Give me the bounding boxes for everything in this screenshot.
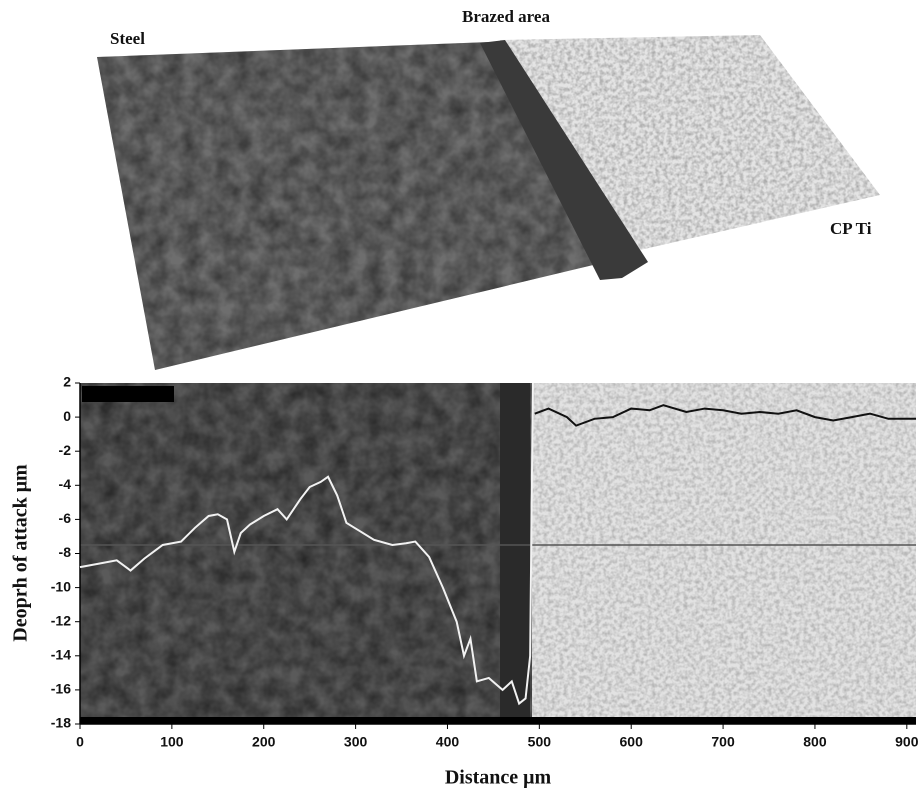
label-ti: CP Ti <box>830 219 872 238</box>
x-tick-label: 500 <box>528 734 552 750</box>
y-tick-label: -10 <box>51 578 71 594</box>
y-axis-label: Deoprh of attack μm <box>10 464 32 642</box>
y-tick-label: -6 <box>59 510 72 526</box>
x-tick-label: 100 <box>160 734 184 750</box>
y-tick-label: -12 <box>51 612 71 628</box>
figure: Steel Brazed area CP Ti Distance μm Deop… <box>0 0 922 797</box>
y-tick-label: 2 <box>63 374 71 390</box>
surface-3d: Steel Brazed area CP Ti <box>97 7 880 370</box>
y-tick-label: -4 <box>59 476 72 492</box>
x-tick-label: 700 <box>711 734 735 750</box>
y-tick-label: -2 <box>59 442 72 458</box>
y-tick-label: -16 <box>51 681 71 697</box>
x-axis-label: Distance μm <box>445 767 552 789</box>
x-tick-label: 600 <box>620 734 644 750</box>
label-brazed: Brazed area <box>462 7 550 26</box>
label-steel: Steel <box>110 29 145 48</box>
y-tick-label: -14 <box>51 647 71 663</box>
x-tick-label: 200 <box>252 734 276 750</box>
x-tick-label: 0 <box>76 734 84 750</box>
y-tick-label: -18 <box>51 715 71 731</box>
x-tick-label: 800 <box>803 734 827 750</box>
x-tick-label: 400 <box>436 734 460 750</box>
y-tick-label: 0 <box>63 408 71 424</box>
micrograph <box>80 383 916 724</box>
y-tick-label: -8 <box>59 544 72 560</box>
x-tick-label: 300 <box>344 734 368 750</box>
x-tick-label: 900 <box>895 734 919 750</box>
